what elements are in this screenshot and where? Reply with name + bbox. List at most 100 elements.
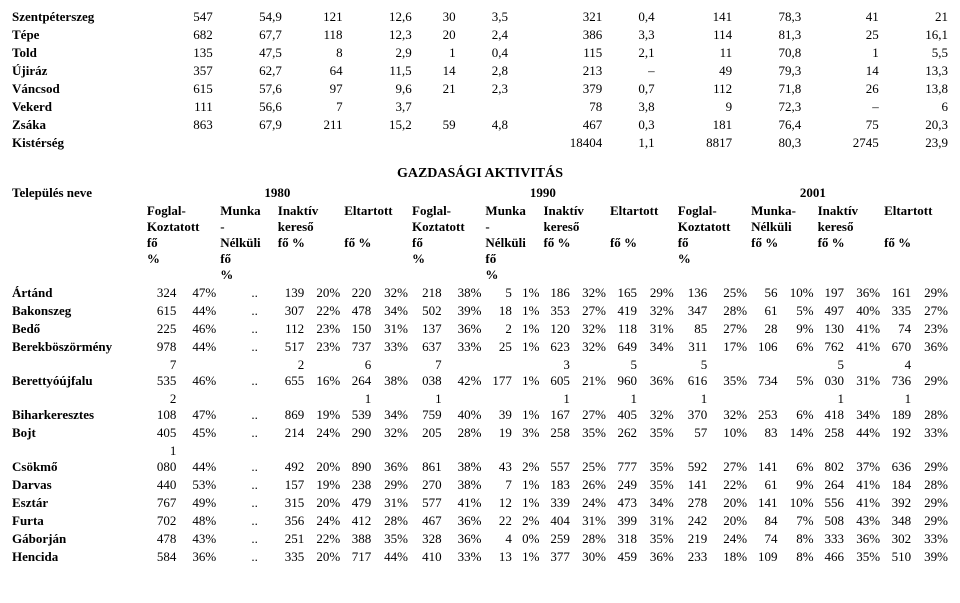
cell: 37% — [846, 442, 882, 476]
cell: 502 — [410, 302, 444, 320]
cell: 32% — [572, 320, 608, 338]
col-sub: Eltartott fő % — [882, 202, 950, 284]
cell: 3% — [514, 424, 542, 442]
cell: 38% — [444, 284, 484, 302]
cell: 31% — [373, 320, 410, 338]
cell: 44% — [373, 548, 410, 566]
cell: 17% — [709, 338, 749, 356]
cell: 16,1 — [881, 26, 950, 44]
cell — [260, 390, 276, 424]
table-row: Zsáka86367,921115,2594,84670,318176,4752… — [10, 116, 950, 134]
cell: .. — [218, 530, 260, 548]
cell — [260, 512, 276, 530]
cell — [458, 98, 510, 116]
cell — [260, 530, 276, 548]
cell: 20% — [709, 494, 749, 512]
cell: 34% — [639, 494, 676, 512]
cell: 5 — [483, 284, 513, 302]
cell: 20% — [306, 442, 342, 476]
cell: 20% — [709, 512, 749, 530]
cell — [260, 356, 276, 390]
cell: 6% — [780, 338, 816, 356]
cell: 33% — [444, 338, 484, 356]
cell: 28% — [709, 302, 749, 320]
table-row: Újiráz35762,76411,5142,8213–4979,31413,3 — [10, 62, 950, 80]
row-name: Biharkeresztes — [10, 390, 145, 424]
cell: 253 — [749, 390, 779, 424]
cell: 112 — [657, 80, 735, 98]
cell — [215, 134, 284, 152]
cell: 43 — [483, 442, 513, 476]
cell — [414, 134, 458, 152]
cell: 214 — [276, 424, 306, 442]
cell: 3 605 — [541, 356, 571, 390]
col-sub: Eltartott fő % — [342, 202, 410, 284]
cell: 1 539 — [342, 390, 373, 424]
cell: 26% — [572, 476, 608, 494]
cell — [260, 442, 276, 476]
table-row: Bojt40545%..21424%29032%20528%193%25835%… — [10, 424, 950, 442]
cell: 492 — [276, 442, 306, 476]
cell: 67,7 — [215, 26, 284, 44]
cell: 12,3 — [345, 26, 414, 44]
col-sub: Munka - Nélküli fő % — [483, 202, 541, 284]
cell: 440 — [145, 476, 179, 494]
cell: 388 — [342, 530, 373, 548]
cell: 404 — [541, 512, 571, 530]
cell: 14 — [414, 62, 458, 80]
cell: .. — [218, 338, 260, 356]
row-name: Kistérség — [10, 134, 154, 152]
row-name: Bedő — [10, 320, 145, 338]
cell: 10% — [780, 494, 816, 512]
cell: 40% — [846, 302, 882, 320]
cell: 27% — [709, 442, 749, 476]
cell: 0,4 — [458, 44, 510, 62]
cell: 19% — [306, 390, 342, 424]
cell: 258 — [541, 424, 571, 442]
table-row: Bakonszeg61544%..30722%47834%50239%181%3… — [10, 302, 950, 320]
cell: 36% — [913, 338, 950, 356]
cell: 0,7 — [604, 80, 656, 98]
cell: 249 — [608, 476, 639, 494]
cell: 2,1 — [604, 44, 656, 62]
col-sub: Foglal- Koztatott fő % — [145, 202, 218, 284]
table-row: Biharkeresztes2 108 47%..86919%1 539 34%… — [10, 390, 950, 424]
cell: 192 — [882, 424, 913, 442]
cell: 302 — [882, 530, 913, 548]
cell: 15,2 — [345, 116, 414, 134]
cell: 339 — [541, 494, 571, 512]
cell: 353 — [541, 302, 571, 320]
row-name: Ártánd — [10, 284, 145, 302]
cell: 36% — [639, 356, 676, 390]
cell: 1 167 — [541, 390, 571, 424]
cell: 861 — [410, 442, 444, 476]
cell: 333 — [816, 530, 846, 548]
cell: 41% — [846, 476, 882, 494]
cell: 1 370 — [676, 390, 710, 424]
cell: 27% — [572, 302, 608, 320]
cell: 32% — [373, 424, 410, 442]
cell: 356 — [276, 512, 306, 530]
cell: 20 — [414, 26, 458, 44]
cell: 557 — [541, 442, 571, 476]
cell: 1% — [514, 320, 542, 338]
cell: 479 — [342, 494, 373, 512]
cell: 36% — [444, 530, 484, 548]
cell: 6 — [881, 98, 950, 116]
cell: 0,3 — [604, 116, 656, 134]
cell: 32% — [639, 302, 676, 320]
cell: 6 264 — [342, 356, 373, 390]
cell: 35% — [639, 476, 676, 494]
cell: 262 — [608, 424, 639, 442]
cell: 54,9 — [215, 8, 284, 26]
cell: 379 — [510, 80, 604, 98]
cell: 412 — [342, 512, 373, 530]
cell: 80,3 — [734, 134, 803, 152]
cell — [260, 548, 276, 566]
cell: 78 — [510, 98, 604, 116]
table-row: Hencida58436%..33520%71744%41033%131%377… — [10, 548, 950, 566]
cell: 14 — [803, 62, 881, 80]
cell: 1% — [514, 476, 542, 494]
cell: 4,8 — [458, 116, 510, 134]
cell: 2,4 — [458, 26, 510, 44]
